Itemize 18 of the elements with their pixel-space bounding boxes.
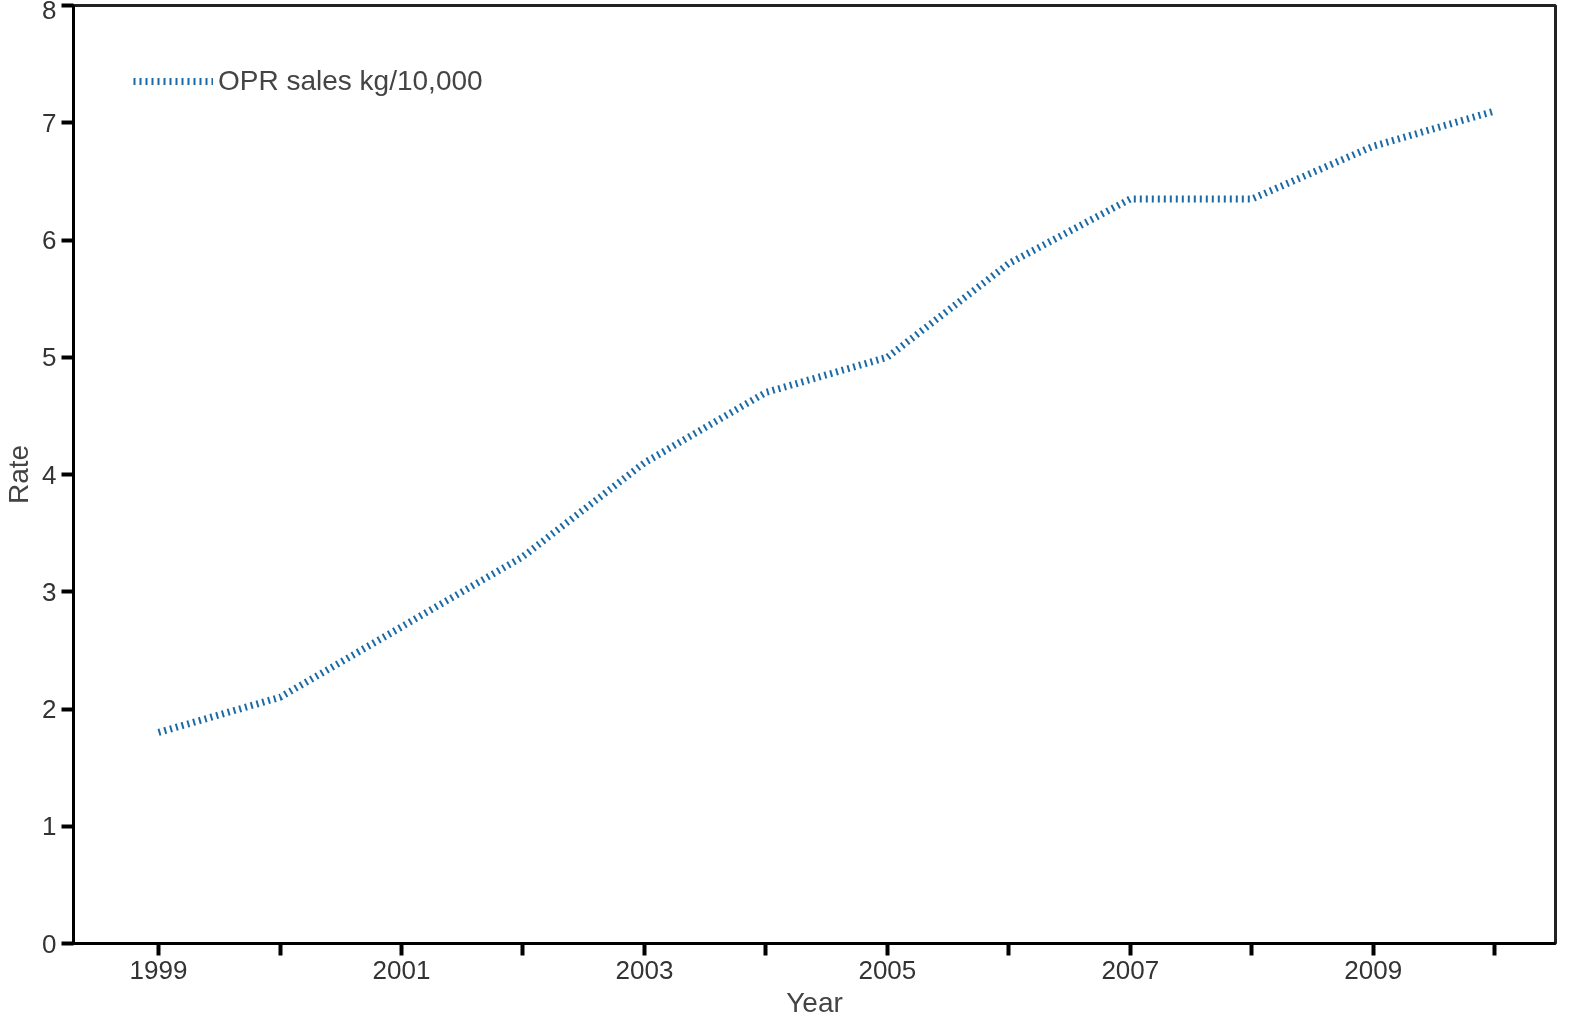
y-tick-label: 7 bbox=[42, 107, 57, 138]
legend-label: OPR sales kg/10,000 bbox=[218, 65, 483, 97]
y-tick-label: 8 bbox=[42, 0, 57, 25]
x-tick-label: 2009 bbox=[1344, 954, 1403, 985]
y-tick-label: 4 bbox=[42, 459, 57, 490]
x-tick-label: 2001 bbox=[372, 954, 431, 985]
y-tick-label: 2 bbox=[42, 694, 57, 724]
y-tick-label: 6 bbox=[42, 225, 57, 255]
x-tick-label: 2007 bbox=[1101, 954, 1160, 985]
y-tick-label: 0 bbox=[42, 928, 57, 959]
x-tick-label: 2003 bbox=[615, 954, 674, 985]
y-tick-label: 5 bbox=[42, 342, 57, 373]
x-tick-label: 2005 bbox=[858, 954, 917, 985]
y-tick-label: 3 bbox=[42, 576, 57, 607]
y-axis-title: Rate bbox=[3, 444, 35, 505]
x-axis-title: Year bbox=[786, 986, 843, 1018]
x-tick-label: 1999 bbox=[129, 954, 188, 985]
y-tick-label: 1 bbox=[42, 811, 57, 842]
